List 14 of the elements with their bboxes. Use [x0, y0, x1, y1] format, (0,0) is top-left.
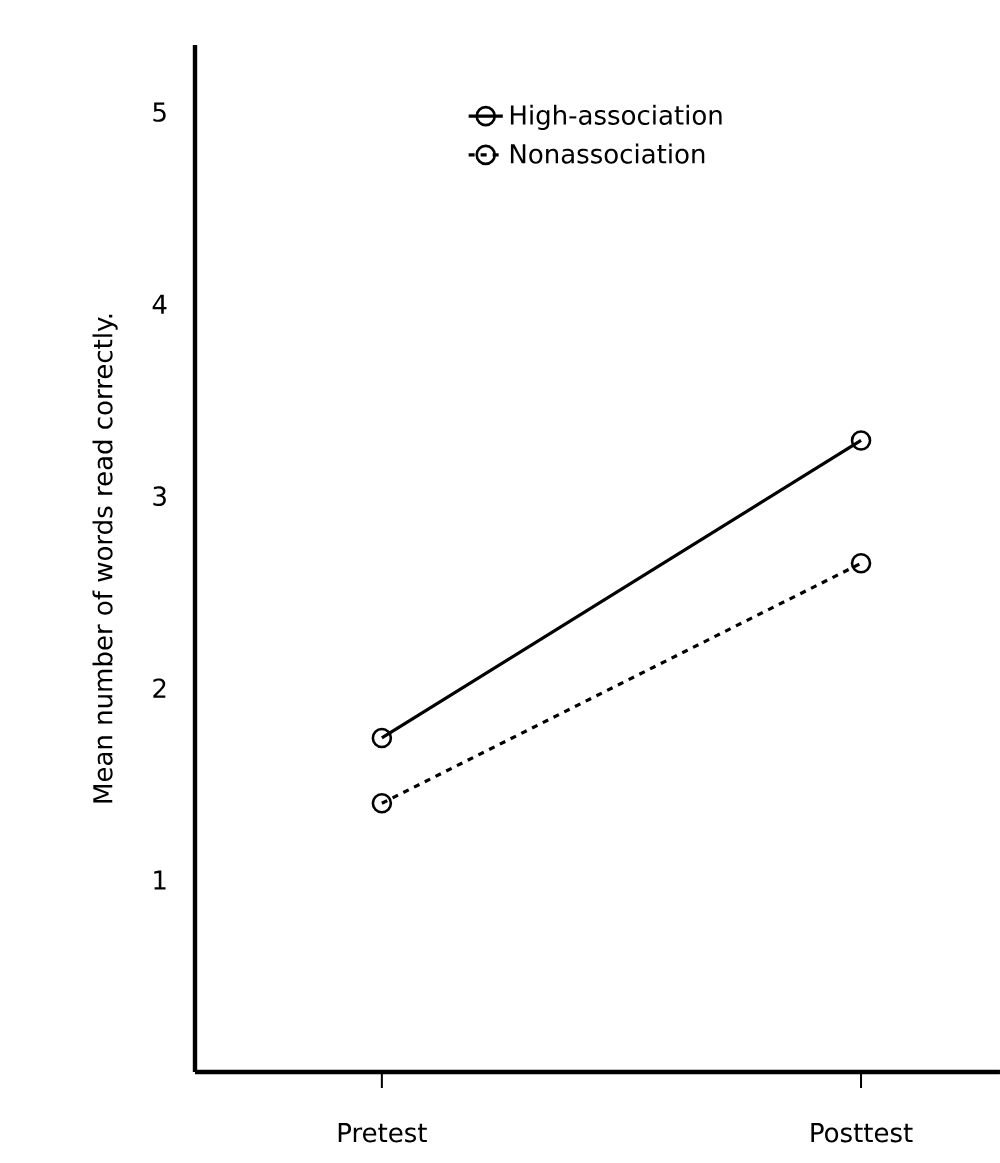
point [850, 430, 872, 451]
x-tick-label: Posttest [811, 1123, 913, 1143]
y-tick-label: 4 [152, 294, 167, 314]
point [850, 553, 872, 574]
y-tick-label: 2 [153, 678, 166, 698]
point [371, 727, 393, 749]
x-tick-label: Pretest [338, 1123, 427, 1143]
legend-label: High-association [510, 104, 722, 130]
y-tick-label: 3 [153, 486, 166, 506]
y-tick-label: 5 [153, 102, 166, 122]
y-tick-label: 1 [154, 870, 166, 890]
legend-label: Nonassociation [510, 143, 705, 164]
y-axis-title: Mean number of words read correctly. [92, 314, 118, 803]
point [371, 792, 393, 814]
